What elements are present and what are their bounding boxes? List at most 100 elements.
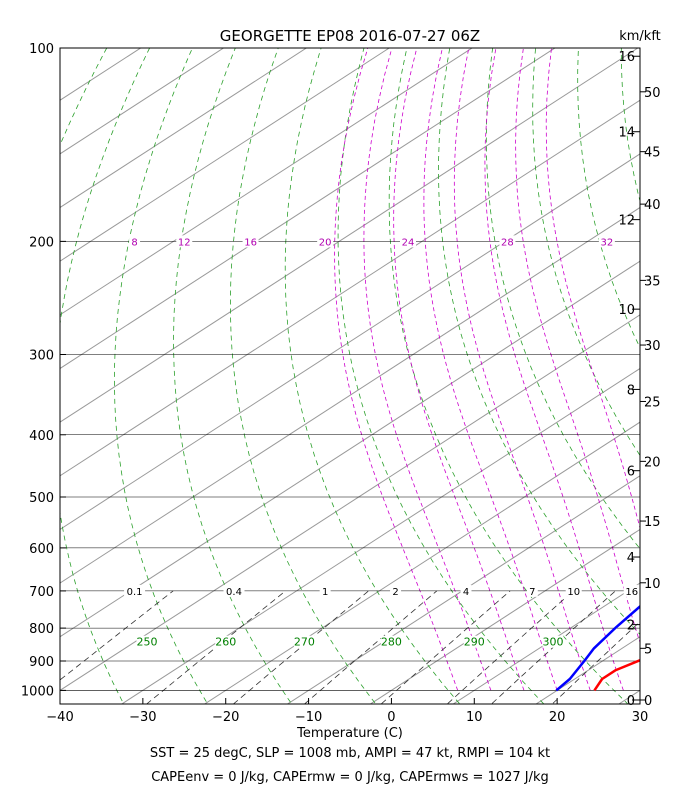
mixing-ratio-label: 10 <box>567 587 580 598</box>
isotherm-line <box>203 421 640 704</box>
moist-adiabat-line <box>334 48 459 691</box>
mixing-ratio-label: 0.4 <box>226 587 242 598</box>
mixing-ratio-label: 16 <box>625 587 638 598</box>
moist-adiabat-label-bg <box>598 235 615 248</box>
y-tick-label: 1000 <box>21 684 54 699</box>
kft-tick-label: 35 <box>644 274 661 289</box>
mixing-ratio-line <box>551 621 640 704</box>
isotherm-line <box>60 48 391 262</box>
moist-adiabat-label: 8 <box>131 237 137 248</box>
mixing-ratio-line <box>232 590 369 704</box>
background-lines <box>60 48 640 704</box>
dry-adiabat-line <box>532 48 640 457</box>
moist-adiabat-line <box>453 48 591 691</box>
moist-adiabat-label-bg <box>317 235 334 248</box>
dry-adiabat-line <box>388 48 629 704</box>
isotherm-line <box>60 48 142 101</box>
y-tick-label: 400 <box>29 429 54 444</box>
moist-adiabat-label-bg <box>400 235 416 248</box>
mixing-ratio-label: 7 <box>529 587 535 598</box>
mixing-ratio-label-bg <box>565 584 582 597</box>
km-tick-label: 8 <box>627 383 635 398</box>
moist-adiabat-label-bg <box>242 235 259 248</box>
dry-adiabat-line <box>577 48 640 349</box>
dry-adiabat-label: 260 <box>215 636 236 649</box>
y-tick-label: 200 <box>29 235 54 250</box>
moist-adiabat-label-bg <box>129 235 141 248</box>
kft-tick-label: 50 <box>644 86 661 101</box>
mixing-ratio-label-bg <box>124 584 146 597</box>
footer-line-1: SST = 25 degC, SLP = 1008 mb, AMPI = 47 … <box>149 746 551 761</box>
moist-adiabat-line <box>515 48 640 644</box>
moist-adiabat-label: 32 <box>600 237 613 248</box>
isotherm-line <box>120 367 640 704</box>
y-tick-label: 100 <box>29 42 54 57</box>
dry-adiabat-label-bg <box>380 635 402 648</box>
y-tick-label: 600 <box>29 542 54 557</box>
km-tick-label: 2 <box>627 619 635 634</box>
x-axis-label: Temperature (C) <box>296 726 403 741</box>
moist-adiabat-line <box>423 48 558 691</box>
dry-adiabat-line <box>173 48 293 704</box>
dewpoint-profile-line <box>555 604 640 692</box>
isotherm-line <box>535 636 640 704</box>
isotherm-line <box>60 314 640 691</box>
x-tick-label: −10 <box>295 710 322 725</box>
sounding-profiles <box>555 604 640 692</box>
mixing-ratio-label: 2 <box>392 587 398 598</box>
dry-adiabat-line <box>114 48 209 704</box>
isotherm-line <box>618 689 640 704</box>
mixing-ratio-label-bg <box>319 584 331 597</box>
km-tick-label: 14 <box>618 126 635 141</box>
isotherm-line <box>60 99 640 477</box>
kft-tick-label: 0 <box>644 694 652 709</box>
axes: −40 −30 −20 −10 0 10 20 30100200300400500600700… <box>21 42 661 725</box>
mixing-ratio-label-bg <box>223 584 245 597</box>
mixing-ratio-line <box>446 590 574 704</box>
mixing-ratio-line <box>146 590 286 704</box>
moist-adiabat-label: 28 <box>501 237 514 248</box>
moist-adiabat-line <box>393 48 525 691</box>
dry-adiabat-label: 290 <box>464 636 485 649</box>
kft-tick-label: 20 <box>644 455 661 470</box>
kft-tick-label: 10 <box>644 577 661 592</box>
kft-tick-label: 40 <box>644 198 661 213</box>
isotherm-line <box>60 206 640 584</box>
y-tick-label: 800 <box>29 622 54 637</box>
dry-adiabat-line <box>485 48 640 550</box>
moist-adiabat-line <box>545 48 640 530</box>
mixing-ratio-line <box>60 590 174 681</box>
moist-adiabat-label-bg <box>176 235 193 248</box>
mixing-ratio-line <box>490 590 616 704</box>
kft-tick-label: 25 <box>644 395 661 410</box>
y-tick-label: 900 <box>29 655 54 670</box>
isotherm-line <box>60 260 640 638</box>
km-tick-label: 6 <box>627 465 635 480</box>
x-tick-label: 0 <box>387 710 395 725</box>
km-tick-label: 16 <box>618 50 635 65</box>
dry-adiabat-line <box>229 48 377 704</box>
dry-adiabat-line <box>438 48 640 635</box>
dry-adiabat-label: 250 <box>137 636 158 649</box>
moist-adiabat-label: 16 <box>244 237 257 248</box>
kft-tick-label: 30 <box>644 339 661 354</box>
mixing-ratio-line <box>303 590 438 704</box>
chart-title: GEORGETTE EP08 2016-07-27 06Z <box>220 27 480 45</box>
mixing-ratio-label: 1 <box>322 587 328 598</box>
km-tick-label: 0 <box>627 694 635 709</box>
dry-adiabat-line <box>284 48 461 704</box>
isotherm-line <box>60 48 308 209</box>
dry-adiabat-label-bg <box>463 635 485 648</box>
km-tick-label: 4 <box>627 551 635 566</box>
plot-frame <box>59 47 641 705</box>
moist-adiabat-label: 20 <box>319 237 332 248</box>
moist-adiabat-label-bg <box>499 235 516 248</box>
isotherm-line <box>60 48 556 370</box>
isotherm-line <box>286 475 640 704</box>
mixing-ratio-label-bg <box>390 584 402 597</box>
dry-adiabat-label: 300 <box>543 636 564 649</box>
dry-adiabat-label-bg <box>542 635 564 648</box>
dry-adiabat-label-bg <box>215 635 237 648</box>
x-tick-label: −30 <box>129 710 156 725</box>
moist-adiabat-label: 12 <box>178 237 191 248</box>
